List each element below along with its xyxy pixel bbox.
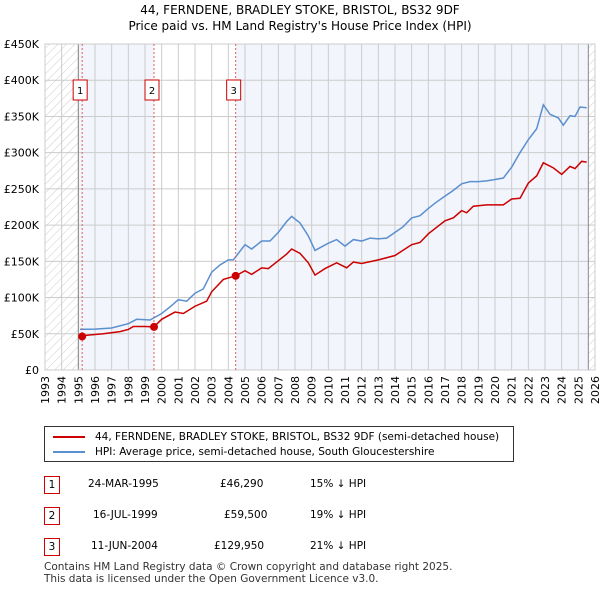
sale-price: £129,950: [214, 540, 265, 552]
x-tick-label: 2001: [172, 376, 185, 404]
sale-marker: 2: [44, 507, 60, 525]
y-tick-label: £50K: [11, 328, 40, 341]
sale-hpi-diff: 21% ↓ HPI: [310, 540, 367, 552]
sale-marker: 3: [44, 538, 60, 556]
x-tick-label: 1998: [122, 376, 135, 404]
sale-date: 16-JUL-1999: [93, 509, 158, 521]
sale-row: 2 16-JUL-1999 £59,500 19% ↓ HPI: [44, 507, 564, 527]
x-tick-label: 2016: [422, 376, 435, 404]
x-tick-label: 1999: [139, 376, 152, 404]
y-tick-label: £150K: [4, 255, 40, 268]
x-tick-label: 2006: [256, 376, 269, 404]
x-tick-label: 2008: [289, 376, 302, 404]
x-tick-label: 2021: [506, 376, 519, 404]
x-tick-label: 2017: [439, 376, 452, 404]
x-tick-label: 2010: [322, 376, 335, 404]
x-tick-label: 2013: [372, 376, 385, 404]
x-tick-label: 2004: [222, 376, 235, 404]
y-tick-label: £300K: [4, 147, 40, 160]
sale-marker-label: 3: [230, 86, 236, 97]
y-tick-label: £400K: [4, 74, 40, 87]
x-tick-label: 2025: [572, 376, 585, 404]
sale-row: 1 24-MAR-1995 £46,290 15% ↓ HPI: [44, 476, 564, 496]
x-tick-label: 2023: [539, 376, 552, 404]
sale-point: [78, 332, 87, 341]
x-tick-label: 2000: [156, 376, 169, 404]
legend-swatch-property: [53, 436, 85, 438]
x-tick-label: 2005: [239, 376, 252, 404]
legend-swatch-hpi: [53, 451, 85, 453]
sale-hpi-diff: 15% ↓ HPI: [310, 478, 367, 490]
x-tick-label: 2026: [589, 376, 600, 404]
legend-label-property: 44, FERNDENE, BRADLEY STOKE, BRISTOL, BS…: [95, 431, 500, 443]
x-tick-label: 2020: [489, 376, 502, 404]
x-tick-label: 2011: [339, 376, 352, 404]
plot-area: 1 2 3 1993 1994 1995 1996 1997 1998 1999 2000 2001 2…: [4, 38, 600, 404]
sale-hpi-diff: 19% ↓ HPI: [310, 509, 367, 521]
y-tick-label: £250K: [4, 183, 40, 196]
sale-point: [231, 271, 240, 280]
sale-marker-box: [226, 79, 242, 101]
legend-label-hpi: HPI: Average price, semi-detached house,…: [95, 446, 435, 458]
sale-marker-label: 2: [149, 86, 155, 97]
x-tick-label: 2009: [306, 376, 319, 404]
hatch-region-after: [588, 44, 595, 370]
sale-date: 24-MAR-1995: [88, 478, 159, 490]
sale-row: 3 11-JUN-2004 £129,950 21% ↓ HPI: [44, 538, 564, 558]
property-price-line: [81, 160, 587, 338]
x-tick-label: 2014: [389, 376, 402, 404]
y-tick-label: £350K: [4, 110, 40, 123]
hpi-line: [79, 103, 587, 331]
x-tick-label: 2003: [206, 376, 219, 404]
x-tick-label: 2018: [456, 376, 469, 404]
chart-subtitle: Price paid vs. HM Land Registry's House …: [128, 19, 472, 33]
shade-region: [78, 44, 154, 370]
y-tick-label: £200K: [4, 219, 40, 232]
sale-marker-box: [144, 79, 160, 101]
x-tick-label: 1994: [56, 376, 69, 404]
x-tick-label: 2024: [556, 376, 569, 404]
y-tick-label: £450K: [4, 38, 40, 51]
x-tick-label: 2022: [522, 376, 535, 404]
footer-copyright: Contains HM Land Registry data © Crown c…: [44, 561, 453, 573]
y-tick-label: £0: [25, 364, 39, 377]
sale-marker-box: [72, 79, 88, 101]
x-tick-label: 2012: [356, 376, 369, 404]
plot-border: [44, 43, 596, 371]
sale-point: [150, 322, 158, 331]
x-tick-label: 2007: [272, 376, 285, 404]
x-tick-label: 1993: [39, 376, 52, 404]
x-tick-label: 2015: [406, 376, 419, 404]
sale-marker-label: 1: [77, 86, 83, 97]
legend: 44, FERNDENE, BRADLEY STOKE, BRISTOL, BS…: [44, 426, 514, 462]
x-tick-label: 1995: [72, 376, 85, 404]
chart-title: 44, FERNDENE, BRADLEY STOKE, BRISTOL, BS…: [140, 3, 460, 17]
x-tick-label: 2002: [189, 376, 202, 404]
x-tick-label: 1997: [106, 376, 119, 404]
footer-licence: This data is licensed under the Open Gov…: [44, 573, 379, 585]
sale-price: £59,500: [224, 509, 268, 521]
sale-marker: 1: [44, 476, 60, 494]
y-tick-label: £100K: [4, 292, 40, 305]
sale-price: £46,290: [220, 478, 264, 490]
x-tick-label: 1996: [89, 376, 102, 404]
x-tick-label: 2019: [472, 376, 485, 404]
sale-date: 11-JUN-2004: [91, 540, 158, 552]
